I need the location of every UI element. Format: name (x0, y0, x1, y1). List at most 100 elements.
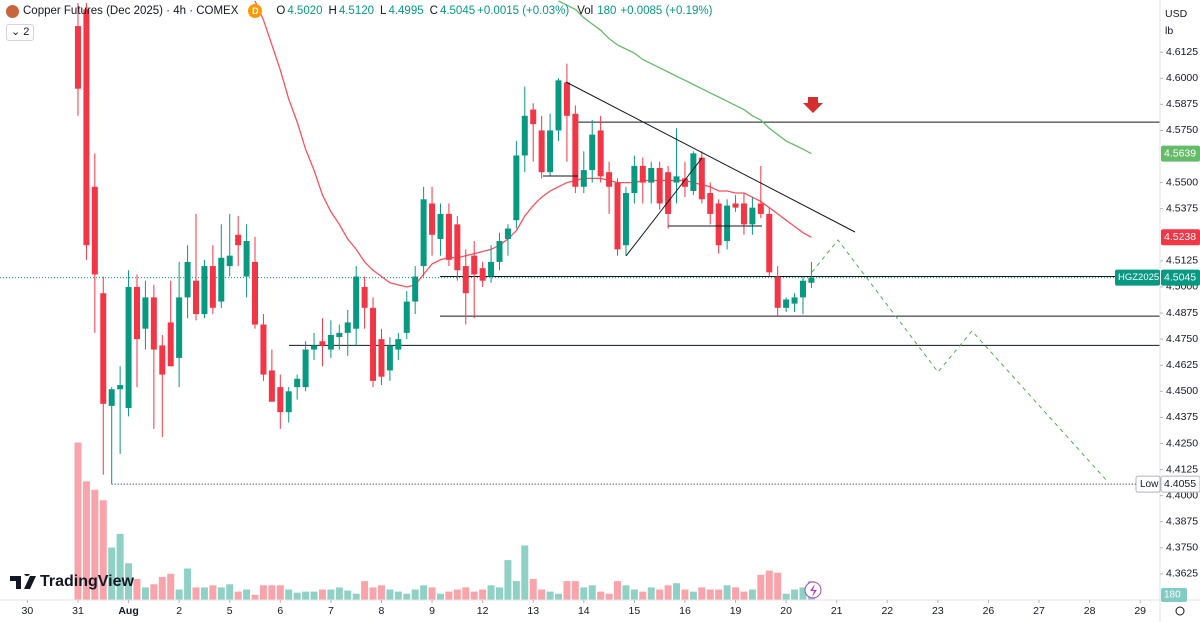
currency[interactable]: USD (1165, 8, 1188, 20)
candle-body (639, 165, 646, 183)
last-price-badge: 4.5045 (1164, 271, 1196, 283)
candle-body (665, 172, 672, 214)
candle-body (673, 176, 680, 183)
projection-path (811, 239, 1109, 483)
volume-bar (630, 589, 638, 600)
ohlc: O 4.5020 H 4.5120 L 4.4995 C 4.5045 +0.0015 (+0.… (272, 5, 569, 17)
low-badge-bg (1160, 475, 1200, 493)
time-axis-bg (0, 600, 1200, 622)
candle-body (791, 297, 798, 304)
candle-body (479, 268, 486, 281)
y-tick-label: 4.4375 (1166, 411, 1198, 423)
data-badge[interactable]: D (248, 4, 263, 18)
volume-bar (302, 591, 310, 600)
candle-body (454, 224, 461, 271)
volume-bar (546, 591, 554, 600)
candle-body (521, 115, 528, 156)
volume-bar (555, 593, 563, 600)
y-tick-label: 4.4125 (1166, 463, 1198, 475)
indicator-toggle[interactable]: ⌄ 2 (6, 24, 35, 41)
volume-bar (276, 585, 284, 600)
indicator-count: 2 (23, 26, 30, 38)
y-tick-label: 4.4625 (1166, 359, 1198, 371)
volume-bar (791, 589, 799, 600)
candle-body (530, 109, 537, 125)
x-tick-label: 8 (379, 605, 385, 617)
x-tick-label: 13 (527, 605, 539, 617)
volume-badge-bg (1161, 588, 1187, 602)
x-tick-label: 12 (477, 605, 489, 617)
y-tick-label: 4.4750 (1166, 333, 1198, 345)
x-tick-label: 22 (881, 605, 893, 617)
volume-bar (99, 500, 107, 600)
candle-body (471, 255, 478, 275)
symbol-icon (6, 4, 19, 18)
volume-bar (487, 585, 495, 600)
candle-body (774, 276, 781, 308)
volume-bar (243, 589, 251, 600)
candle-body (707, 193, 714, 214)
volume-bar (192, 587, 200, 600)
low-badge: 4.4055 (1164, 478, 1196, 490)
volume-bar (656, 589, 664, 600)
volume-bar (757, 574, 765, 600)
candle-body (783, 299, 790, 308)
candle-body (412, 276, 419, 302)
candle-body (167, 322, 174, 367)
candle-body (496, 241, 503, 262)
volume-key: Vol (577, 5, 594, 17)
unit[interactable]: lb (1165, 25, 1174, 37)
candle-body (538, 130, 545, 173)
x-tick-label: 26 (983, 605, 995, 617)
volume-bar (428, 587, 436, 600)
candle-body (513, 155, 520, 221)
candle-body (302, 349, 309, 388)
volume-bar (462, 587, 470, 600)
candle-body (681, 178, 688, 187)
candle-body (209, 266, 216, 308)
candle-body (606, 172, 613, 187)
symbol-title: Copper Futures (Dec 2025) · 4h · COMEX (23, 5, 239, 17)
y-tick-label: 4.3625 (1166, 568, 1198, 580)
candle-body (757, 203, 764, 214)
axis-unit: USD lb (1165, 6, 1187, 40)
candle-body (353, 276, 360, 329)
candle-body (378, 339, 385, 377)
volume-bar (411, 589, 419, 600)
candle-body (622, 193, 629, 246)
ohlc-key: H (328, 5, 337, 17)
y-tick-label: 4.3750 (1166, 542, 1198, 554)
volume-bar (673, 583, 681, 600)
volume-bar (158, 576, 166, 600)
volume-bar (580, 587, 588, 600)
x-tick-label: 16 (679, 605, 691, 617)
candle-body (386, 345, 393, 371)
candle-body (563, 82, 570, 116)
volume-bar (175, 589, 183, 600)
candle-body (597, 130, 604, 177)
candle-body (100, 293, 107, 404)
volume-bar (647, 587, 655, 600)
candle-body (656, 168, 663, 204)
logo-text: TradingView (40, 573, 134, 590)
candle-body (547, 130, 554, 173)
candle-body (268, 370, 275, 402)
candle-body (724, 205, 731, 242)
volume-bar (403, 593, 411, 600)
candle-body (311, 345, 318, 350)
volume-bar (377, 585, 385, 600)
volume-bar (512, 581, 520, 600)
volume-bar (361, 581, 369, 600)
volume-bar (538, 589, 546, 600)
candle-body (614, 182, 621, 250)
candle-body (142, 297, 149, 329)
y-tick-label: 4.4500 (1166, 385, 1198, 397)
volume-bar (698, 587, 706, 600)
candle-body (150, 297, 157, 350)
candle-body (226, 255, 233, 267)
moving-average (558, 0, 812, 155)
volume-bar (504, 560, 512, 600)
ma-badge-bg (1161, 145, 1200, 162)
volume-bar (209, 585, 217, 600)
volume-bar (639, 591, 647, 600)
